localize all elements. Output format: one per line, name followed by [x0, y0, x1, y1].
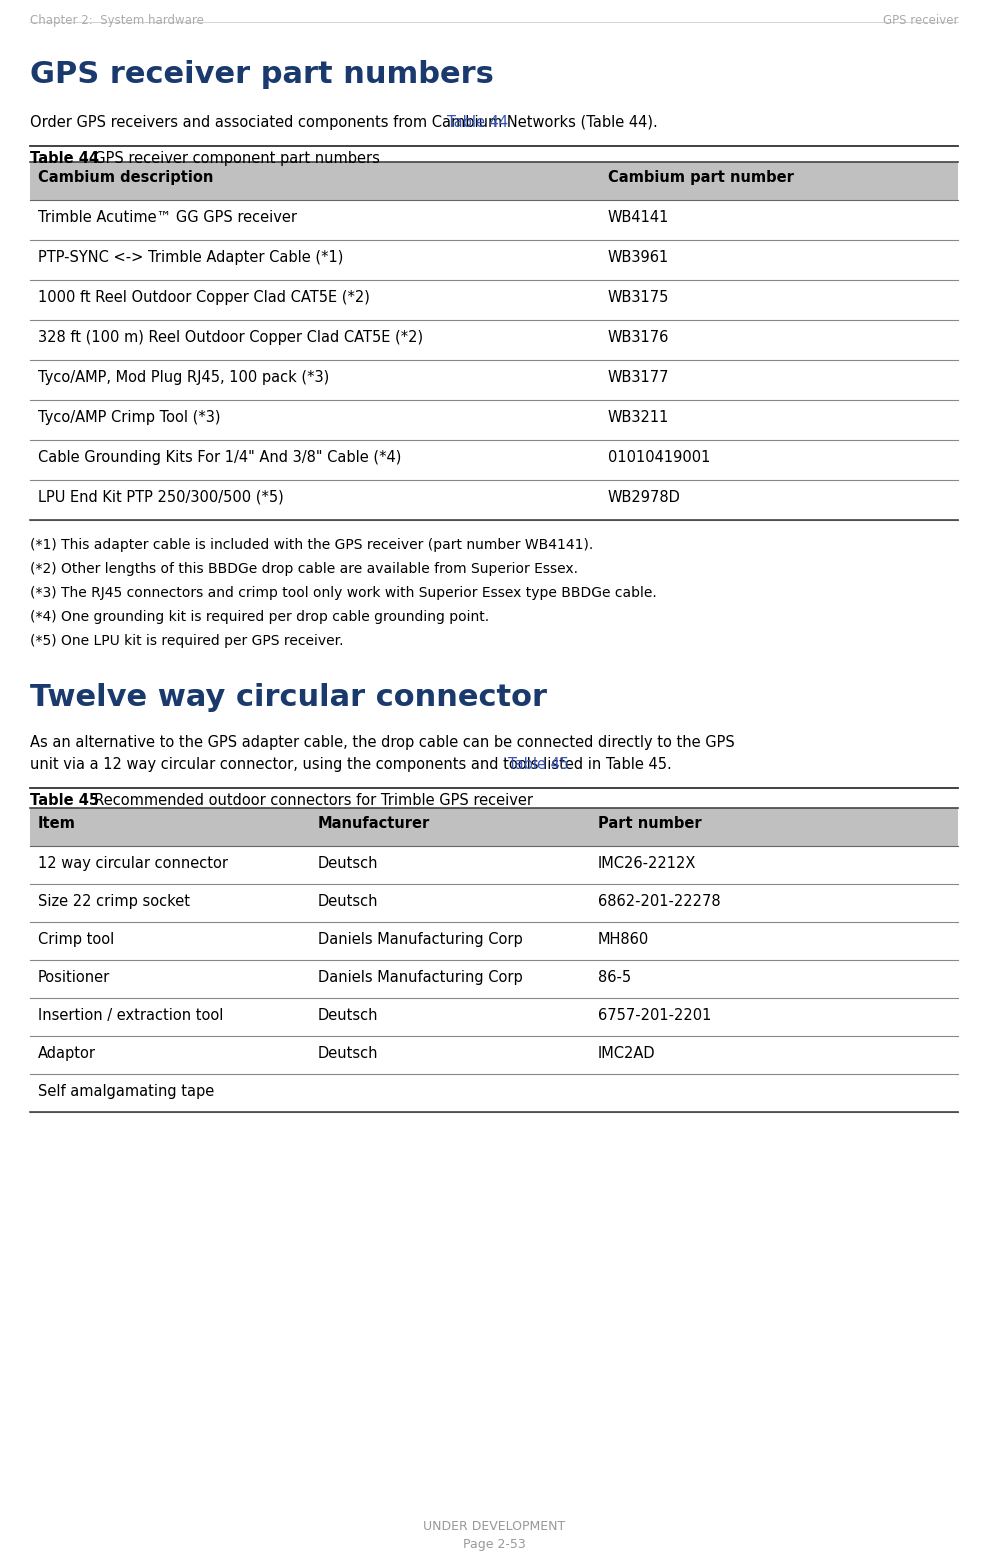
Text: 01010419001: 01010419001	[608, 449, 710, 465]
Text: Tyco/AMP, Mod Plug RJ45, 100 pack (*3): Tyco/AMP, Mod Plug RJ45, 100 pack (*3)	[38, 370, 329, 386]
Text: WB3176: WB3176	[608, 330, 670, 345]
Text: UNDER DEVELOPMENT: UNDER DEVELOPMENT	[423, 1519, 565, 1533]
Text: Deutsch: Deutsch	[318, 855, 378, 871]
Text: 1000 ft Reel Outdoor Copper Clad CAT5E (*2): 1000 ft Reel Outdoor Copper Clad CAT5E (…	[38, 289, 370, 305]
Text: Crimp tool: Crimp tool	[38, 931, 115, 947]
Text: Table 45: Table 45	[508, 757, 569, 771]
Text: GPS receiver: GPS receiver	[882, 14, 958, 26]
Text: Tyco/AMP Crimp Tool (*3): Tyco/AMP Crimp Tool (*3)	[38, 411, 220, 425]
Text: unit via a 12 way circular connector, using the components and tools listed in T: unit via a 12 way circular connector, us…	[30, 757, 672, 771]
Text: Manufacturer: Manufacturer	[318, 816, 430, 830]
Text: Positioner: Positioner	[38, 970, 111, 984]
Text: (*4) One grounding kit is required per drop cable grounding point.: (*4) One grounding kit is required per d…	[30, 610, 489, 624]
Text: WB2978D: WB2978D	[608, 490, 681, 505]
Text: (*5) One LPU kit is required per GPS receiver.: (*5) One LPU kit is required per GPS rec…	[30, 634, 344, 648]
Text: Chapter 2:  System hardware: Chapter 2: System hardware	[30, 14, 204, 26]
Text: MH860: MH860	[598, 931, 649, 947]
Text: Page 2-53: Page 2-53	[462, 1538, 526, 1550]
Text: IMC2AD: IMC2AD	[598, 1047, 656, 1061]
Text: Daniels Manufacturing Corp: Daniels Manufacturing Corp	[318, 931, 523, 947]
Text: LPU End Kit PTP 250/300/500 (*5): LPU End Kit PTP 250/300/500 (*5)	[38, 490, 284, 505]
Text: WB4141: WB4141	[608, 210, 670, 225]
Text: GPS receiver part numbers: GPS receiver part numbers	[30, 61, 494, 89]
Text: Cable Grounding Kits For 1/4" And 3/8" Cable (*4): Cable Grounding Kits For 1/4" And 3/8" C…	[38, 449, 401, 465]
Text: Size 22 crimp socket: Size 22 crimp socket	[38, 894, 190, 910]
Text: 6862-201-22278: 6862-201-22278	[598, 894, 720, 910]
Text: Recommended outdoor connectors for Trimble GPS receiver: Recommended outdoor connectors for Trimb…	[85, 793, 533, 809]
Text: Table 45: Table 45	[30, 793, 99, 809]
Text: Adaptor: Adaptor	[38, 1047, 96, 1061]
Text: Daniels Manufacturing Corp: Daniels Manufacturing Corp	[318, 970, 523, 984]
Text: WB3211: WB3211	[608, 411, 670, 425]
Bar	[30, 809, 958, 846]
Text: 6757-201-2201: 6757-201-2201	[598, 1008, 711, 1023]
Text: As an alternative to the GPS adapter cable, the drop cable can be connected dire: As an alternative to the GPS adapter cab…	[30, 736, 735, 750]
Text: WB3177: WB3177	[608, 370, 670, 386]
Text: Deutsch: Deutsch	[318, 1047, 378, 1061]
Text: 12 way circular connector: 12 way circular connector	[38, 855, 228, 871]
Text: Cambium description: Cambium description	[38, 169, 213, 185]
Text: Order GPS receivers and associated components from Cambium Networks (Table 44).: Order GPS receivers and associated compo…	[30, 115, 658, 131]
Text: (*2) Other lengths of this BBDGe drop cable are available from Superior Essex.: (*2) Other lengths of this BBDGe drop ca…	[30, 561, 578, 575]
Text: (*3) The RJ45 connectors and crimp tool only work with Superior Essex type BBDGe: (*3) The RJ45 connectors and crimp tool …	[30, 586, 657, 600]
Text: Part number: Part number	[598, 816, 701, 830]
Text: Trimble Acutime™ GG GPS receiver: Trimble Acutime™ GG GPS receiver	[38, 210, 297, 225]
Text: Self amalgamating tape: Self amalgamating tape	[38, 1084, 214, 1099]
Bar	[30, 162, 958, 201]
Text: Table 44: Table 44	[448, 115, 509, 131]
Text: 86-5: 86-5	[598, 970, 631, 984]
Text: Deutsch: Deutsch	[318, 894, 378, 910]
Text: Twelve way circular connector: Twelve way circular connector	[30, 683, 547, 712]
Text: (*1) This adapter cable is included with the GPS receiver (part number WB4141).: (*1) This adapter cable is included with…	[30, 538, 593, 552]
Text: WB3175: WB3175	[608, 289, 670, 305]
Text: Item: Item	[38, 816, 76, 830]
Text: 328 ft (100 m) Reel Outdoor Copper Clad CAT5E (*2): 328 ft (100 m) Reel Outdoor Copper Clad …	[38, 330, 423, 345]
Text: GPS receiver component part numbers: GPS receiver component part numbers	[85, 151, 379, 166]
Text: Deutsch: Deutsch	[318, 1008, 378, 1023]
Text: Table 44: Table 44	[30, 151, 99, 166]
Text: PTP-SYNC <-> Trimble Adapter Cable (*1): PTP-SYNC <-> Trimble Adapter Cable (*1)	[38, 250, 344, 264]
Text: Cambium part number: Cambium part number	[608, 169, 794, 185]
Text: Insertion / extraction tool: Insertion / extraction tool	[38, 1008, 223, 1023]
Text: WB3961: WB3961	[608, 250, 669, 264]
Text: IMC26-2212X: IMC26-2212X	[598, 855, 697, 871]
